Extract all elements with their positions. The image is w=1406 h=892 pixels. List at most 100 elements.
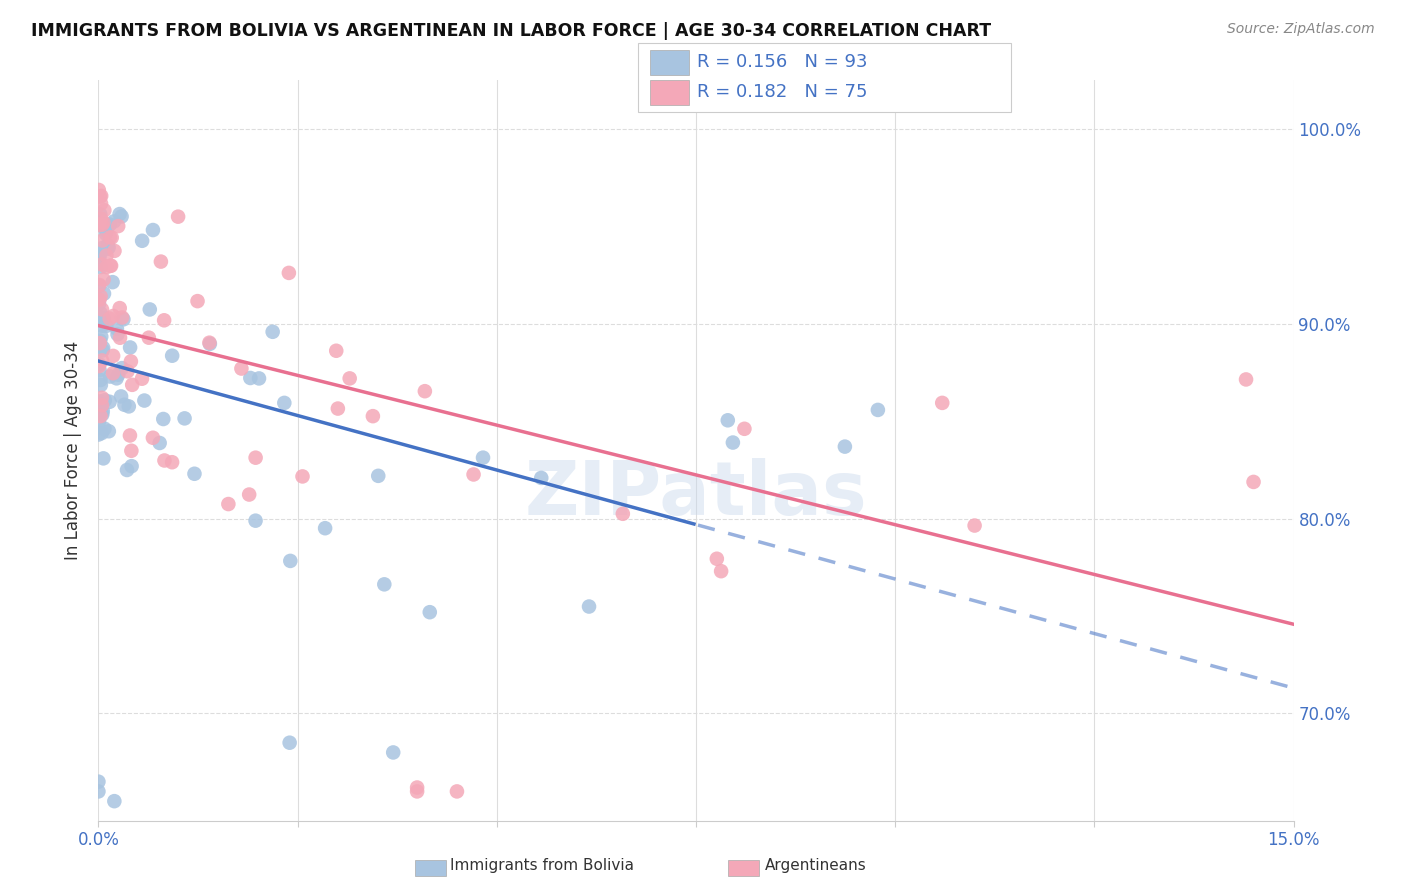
Point (89, 207, 111, 221)
Point (160, 455, 183, 469)
Point (91, 241, 114, 255)
Point (90, 404, 112, 418)
Point (278, 736, 301, 750)
Point (121, 377, 143, 392)
Point (167, 210, 190, 224)
Point (115, 463, 138, 477)
Point (463, 467, 485, 482)
Point (100, 259, 122, 273)
Point (90, 196, 112, 211)
Text: IMMIGRANTS FROM BOLIVIA VS ARGENTINEAN IN LABOR FORCE | AGE 30-34 CORRELATION CH: IMMIGRANTS FROM BOLIVIA VS ARGENTINEAN I… (31, 22, 991, 40)
Point (108, 331, 131, 345)
Point (118, 400, 141, 414)
Point (153, 313, 176, 327)
Point (87, 359, 110, 373)
Point (733, 422, 755, 436)
Point (87, 774, 110, 789)
Point (131, 234, 153, 248)
Point (89, 363, 111, 377)
Text: Immigrants from Bolivia: Immigrants from Bolivia (450, 858, 634, 872)
Point (963, 518, 986, 533)
Point (834, 440, 856, 454)
Text: R = 0.182   N = 75: R = 0.182 N = 75 (697, 83, 868, 102)
Point (93, 422, 115, 436)
Point (89, 218, 111, 232)
Point (97, 241, 120, 255)
Point (578, 599, 600, 614)
Point (89, 310, 111, 324)
Point (89, 278, 111, 293)
Point (89, 373, 111, 387)
Point (89, 250, 111, 264)
Point (105, 322, 128, 336)
Point (314, 521, 336, 535)
Point (93, 451, 115, 466)
Point (91, 318, 114, 333)
Point (142, 223, 165, 237)
Point (721, 435, 744, 450)
Point (90, 189, 112, 203)
Point (247, 371, 270, 385)
Point (931, 396, 953, 410)
Point (90, 260, 112, 274)
Text: ZIPatlas: ZIPatlas (524, 458, 868, 532)
Point (89, 357, 111, 371)
Point (406, 780, 429, 795)
Point (93, 203, 115, 218)
Point (96, 318, 118, 333)
Point (291, 469, 314, 483)
Point (101, 366, 124, 380)
Point (612, 507, 634, 521)
Point (160, 349, 183, 363)
Point (277, 266, 299, 280)
Point (97, 238, 120, 252)
Point (98, 218, 121, 232)
Point (107, 368, 129, 382)
Point (103, 244, 125, 258)
Text: Source: ZipAtlas.com: Source: ZipAtlas.com (1227, 22, 1375, 37)
Point (142, 431, 165, 445)
Point (103, 794, 125, 808)
Point (273, 396, 295, 410)
Point (90, 391, 112, 405)
Point (89, 394, 111, 409)
Point (530, 471, 553, 485)
Point (114, 398, 136, 412)
Point (120, 443, 142, 458)
Point (90, 378, 112, 392)
Point (717, 413, 740, 427)
Point (100, 230, 122, 244)
Point (139, 302, 162, 317)
Point (90, 313, 112, 327)
Point (101, 349, 124, 363)
Point (217, 497, 239, 511)
Point (90, 409, 112, 423)
Point (198, 335, 221, 350)
Point (406, 784, 429, 798)
Point (87, 246, 110, 260)
Point (93, 286, 115, 301)
Point (96, 224, 118, 238)
Point (110, 389, 132, 403)
Point (446, 784, 468, 798)
Point (89, 334, 111, 348)
Point (101, 275, 124, 289)
Point (91, 353, 114, 368)
Point (152, 412, 174, 426)
Point (93, 272, 115, 286)
Point (91, 341, 114, 355)
Point (361, 409, 384, 424)
Point (93, 215, 115, 229)
Point (117, 364, 139, 378)
Point (87, 415, 110, 429)
Point (89, 189, 111, 203)
Point (105, 371, 128, 385)
Point (87, 297, 110, 311)
Point (91, 398, 114, 412)
Point (91, 218, 114, 232)
Point (131, 372, 153, 386)
Point (90, 211, 112, 226)
Point (97, 424, 120, 438)
Point (90, 425, 112, 440)
Point (866, 403, 889, 417)
